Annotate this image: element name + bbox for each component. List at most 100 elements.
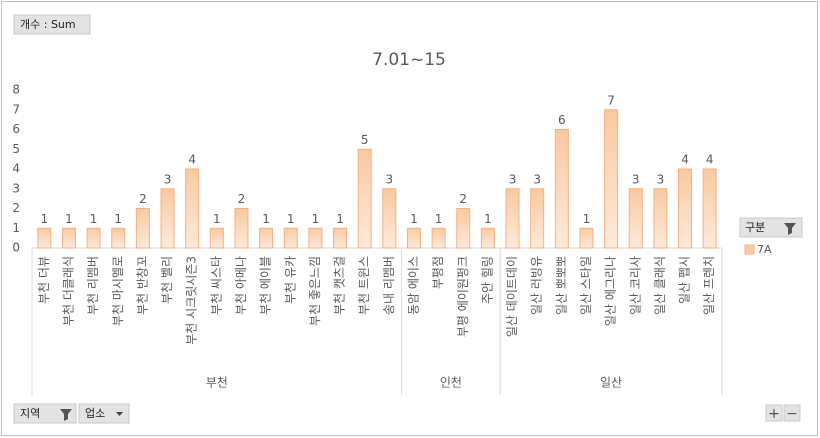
dropdown-icon: [116, 412, 123, 416]
x-tick-label: 일산 코리사: [628, 256, 642, 315]
bar: [382, 188, 397, 249]
data-label: 1: [287, 212, 295, 226]
bar: [702, 168, 717, 249]
data-label: 5: [361, 133, 369, 147]
x-tick-label: 부천 마시멜로: [110, 256, 125, 326]
bar: [283, 227, 298, 249]
filter-icon: [60, 409, 72, 421]
bar: [357, 148, 372, 249]
bar: [308, 227, 323, 249]
expand-button[interactable]: [765, 404, 783, 422]
x-tick-label: 부평 에이원펑크: [456, 256, 470, 337]
legend-title: 구분: [745, 221, 765, 234]
data-label: 6: [558, 113, 566, 127]
filter-icon: [784, 223, 796, 235]
bar: [554, 129, 569, 249]
bar: [628, 188, 643, 249]
data-label: 1: [65, 212, 73, 226]
x-tick-label: 부천 반창꼬: [134, 256, 149, 315]
data-label: 3: [533, 172, 541, 186]
bar: [234, 208, 249, 249]
bar: [456, 208, 471, 249]
data-label: 1: [484, 212, 492, 226]
data-label: 3: [164, 172, 172, 186]
x-tick-label: 부천 에이블: [258, 256, 273, 315]
x-tick-label: 동암 에이스: [406, 256, 420, 315]
x-tick-label: 부천 캣츠걸: [332, 256, 347, 315]
data-label: 1: [90, 212, 98, 226]
bar: [86, 227, 101, 249]
legend-label: 7A: [757, 243, 772, 256]
x-tick-label: 부천 씨스타: [208, 256, 223, 315]
axis-field-button[interactable]: [13, 403, 77, 424]
y-tick-label: 1: [12, 221, 20, 235]
x-tick-label: 부천 트윈스: [356, 256, 371, 315]
bar: [604, 109, 619, 249]
x-tick-label: 일산 뽀뽀뽀: [554, 256, 568, 315]
value-field-button[interactable]: [13, 14, 91, 35]
bar: [653, 188, 668, 249]
bar: [185, 168, 200, 249]
y-tick-label: 5: [12, 142, 20, 156]
data-label: 3: [657, 172, 665, 186]
x-tick-label: 일산 러빙유: [530, 256, 544, 315]
x-tick-label: 부천 시크릿시즌3: [184, 256, 199, 345]
data-label: 4: [706, 153, 714, 167]
bar: [135, 208, 150, 249]
bar: [480, 227, 495, 249]
data-label: 2: [238, 192, 246, 206]
x-tick-label: 부천 좋은느낌: [307, 256, 322, 326]
data-label: 3: [632, 172, 640, 186]
bar: [678, 168, 693, 249]
x-tick-label: 송내 리멤버: [382, 256, 396, 315]
x-tick-label: 일산 에그리나: [604, 256, 618, 326]
y-tick-label: 3: [12, 181, 20, 195]
x-tick-label: 주안 힐링: [480, 256, 494, 304]
y-tick-label: 0: [12, 241, 20, 255]
data-label: 7: [607, 93, 615, 107]
bar: [259, 227, 274, 249]
bar: [406, 227, 421, 249]
bar: [209, 227, 224, 249]
axis-field-label: 지역: [20, 407, 40, 420]
collapse-icon: −: [786, 406, 798, 422]
x-tick-label: 부천 유카: [282, 256, 297, 304]
data-label: 1: [435, 212, 443, 226]
data-label: 3: [386, 172, 394, 186]
x-tick-label: 부천 더뷰: [36, 256, 51, 304]
x-tick-label: 부천 더클래식: [60, 256, 75, 326]
bar: [37, 227, 52, 249]
legend-field-button[interactable]: [739, 217, 803, 238]
bar: [111, 227, 126, 249]
data-label: 1: [114, 212, 122, 226]
data-label: 1: [41, 212, 49, 226]
data-label: 1: [312, 212, 320, 226]
y-tick-label: 8: [12, 83, 20, 97]
value-field-label: 개수 : Sum: [20, 18, 76, 31]
y-tick-label: 7: [12, 102, 20, 116]
bar: [530, 188, 545, 249]
x-tick-label: 부천 아메나: [233, 256, 248, 315]
x-tick-label: 부천 벨리: [159, 256, 174, 304]
y-tick-label: 6: [12, 122, 20, 136]
x-tick-label: 일산 펩시: [678, 256, 692, 304]
y-tick-label: 2: [12, 201, 20, 215]
collapse-button[interactable]: [783, 404, 801, 422]
data-label: 4: [681, 153, 689, 167]
x-tick-label: 일산 스타일: [579, 256, 593, 315]
group-label: 부천: [206, 375, 228, 390]
bar: [160, 188, 175, 249]
data-label: 1: [262, 212, 270, 226]
bar: [61, 227, 76, 249]
bar: [431, 227, 446, 249]
x-tick-label: 부평점: [431, 256, 445, 289]
axis-field-button[interactable]: [78, 403, 130, 424]
group-label: 인천: [440, 375, 462, 390]
data-label: 4: [188, 153, 196, 167]
data-label: 2: [139, 192, 147, 206]
data-label: 1: [410, 212, 418, 226]
axis-field-label: 업소: [85, 407, 105, 420]
bar: [333, 227, 348, 249]
